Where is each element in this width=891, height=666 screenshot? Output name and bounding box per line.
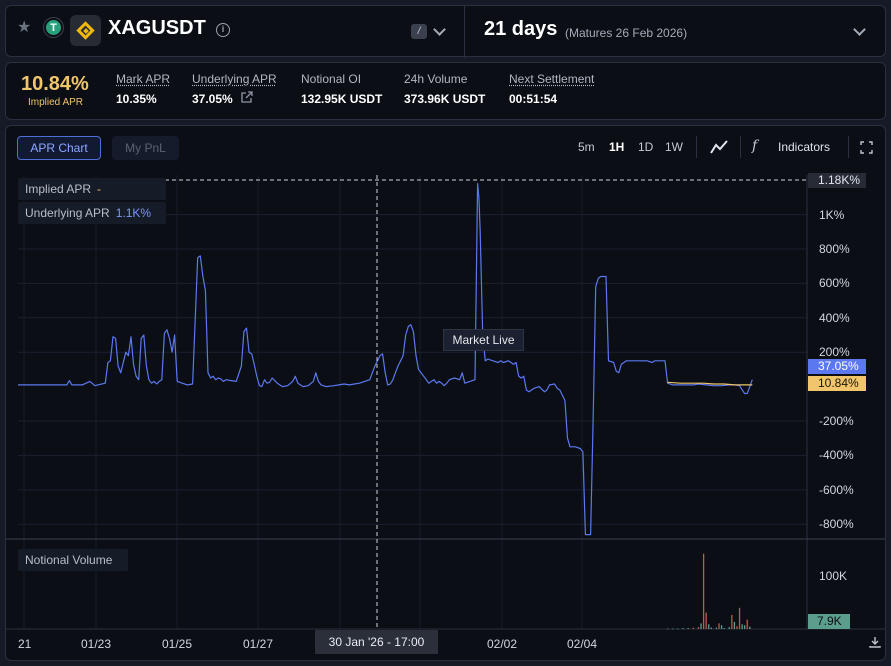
volume-bar (728, 627, 730, 629)
volume-bar (738, 607, 741, 629)
x-tick-label: 02/04 (567, 637, 598, 651)
y-tick-label: -400% (819, 448, 854, 463)
notional-oi-label: Notional OI (301, 72, 362, 86)
indicators-button[interactable]: Indicators (778, 140, 831, 154)
volume-tick-label: 100K (819, 569, 848, 583)
volume-bar (702, 553, 705, 629)
y-tick-label: 400% (819, 310, 850, 325)
volume-bar (705, 612, 707, 629)
maturity-date: (Matures 26 Feb 2026) (565, 26, 688, 40)
toolbar-separator (848, 136, 849, 158)
legend-implied-label: Implied APR (25, 182, 92, 196)
volume-bar (741, 624, 743, 629)
x-tick-label: 01/23 (81, 637, 112, 651)
y-tick-label: 1K% (819, 207, 845, 222)
crosshair-value-tag: 1.18K% (808, 173, 866, 188)
implied-apr-value: 10.84% (21, 73, 89, 95)
y-tick-label: 800% (819, 241, 850, 256)
stats-bar (5, 62, 886, 120)
market-live-annotation: Market Live (443, 329, 524, 351)
star-icon[interactable]: ★ (17, 19, 32, 36)
info-icon[interactable]: i (216, 23, 230, 37)
mark-apr-value: 10.35% (116, 92, 157, 106)
volume-bar (667, 628, 669, 630)
notional-volume-legend: Notional Volume (18, 549, 128, 571)
next-settlement-label[interactable]: Next Settlement (509, 72, 595, 86)
mark-apr-label[interactable]: Mark APR (116, 72, 171, 86)
y-tick-label: 200% (819, 345, 850, 360)
volume-bar (682, 628, 684, 629)
volume-bar (708, 624, 710, 629)
volume-last-tag: 7.9K (808, 614, 850, 629)
volume-bar (736, 626, 738, 629)
underlying-last-tag: 37.05% (808, 359, 866, 374)
toolbar-separator (696, 136, 697, 158)
days-to-maturity[interactable]: 21 days (484, 18, 558, 40)
implied-last-tag: 10.84% (808, 376, 866, 391)
tab-my-pnl[interactable]: My PnL (112, 136, 179, 160)
next-settlement-value: 00:51:54 (509, 92, 558, 106)
underlying-apr-line (18, 183, 753, 536)
volume-bar (710, 627, 712, 629)
legend-implied-apr: Implied APR - (18, 178, 166, 200)
volume-bar (715, 627, 718, 629)
legend-underlying-label: Underlying APR (25, 206, 110, 220)
crosshair-time-label: 30 Jan '26 - 17:00 (315, 630, 438, 654)
timeframe-1d[interactable]: 1D (638, 140, 654, 154)
implied-apr-line (667, 381, 753, 386)
tab-apr-chart[interactable]: APR Chart (17, 136, 101, 160)
y-tick-label: -600% (819, 482, 854, 497)
x-tick-label: 02/02 (487, 637, 518, 651)
volume-bar (746, 619, 748, 629)
y-tick-label: -200% (819, 414, 854, 428)
timeframe-5m[interactable]: 5m (578, 140, 595, 154)
timeframe-1h[interactable]: 1H (609, 140, 625, 154)
legend-underlying-value: 1.1K% (115, 206, 152, 220)
volume-bar (733, 621, 736, 629)
line-chart-icon[interactable] (710, 139, 728, 155)
binance-icon (70, 15, 101, 46)
y-tick-label: -800% (819, 517, 854, 532)
volume-bar (677, 628, 679, 630)
volume-bar (672, 628, 674, 630)
volume-bar (700, 623, 702, 629)
x-tick-label: 01/25 (162, 637, 193, 651)
fullscreen-icon[interactable] (860, 141, 873, 154)
fx-icon[interactable]: f (752, 138, 758, 154)
volume-24h-label: 24h Volume (404, 72, 468, 86)
volume-bar (687, 628, 689, 629)
legend-implied-value: - (97, 182, 102, 196)
external-link-icon[interactable] (240, 91, 253, 104)
symbol-title[interactable]: XAGUSDT (108, 17, 206, 39)
y-tick-label: 600% (819, 276, 850, 291)
top-divider (464, 6, 465, 58)
volume-bar (720, 625, 723, 629)
underlying-apr-value: 37.05% (192, 92, 233, 106)
volume-bar (731, 614, 733, 629)
x-tick-label: 21 (18, 637, 32, 651)
timeframe-1w[interactable]: 1W (665, 140, 683, 154)
volume-bar (718, 623, 720, 629)
volume-bar (697, 627, 700, 629)
volume-24h-value: 373.96K USDT (404, 92, 486, 106)
menu-badge[interactable]: / (411, 24, 427, 39)
implied-apr-label: Implied APR (28, 97, 84, 108)
top-bar (5, 5, 886, 58)
legend-underlying-apr: Underlying APR 1.1K% (18, 202, 166, 224)
download-icon[interactable] (869, 636, 881, 648)
volume-bar (749, 626, 751, 629)
volume-bar (723, 628, 725, 629)
tether-coin-icon: T (44, 18, 63, 37)
underlying-apr-label[interactable]: Underlying APR (192, 72, 277, 86)
toolbar-separator (740, 136, 741, 158)
volume-bar (692, 627, 694, 629)
volume-bar (744, 625, 746, 629)
x-tick-label: 01/27 (243, 637, 274, 651)
notional-oi-value: 132.95K USDT (301, 92, 383, 106)
